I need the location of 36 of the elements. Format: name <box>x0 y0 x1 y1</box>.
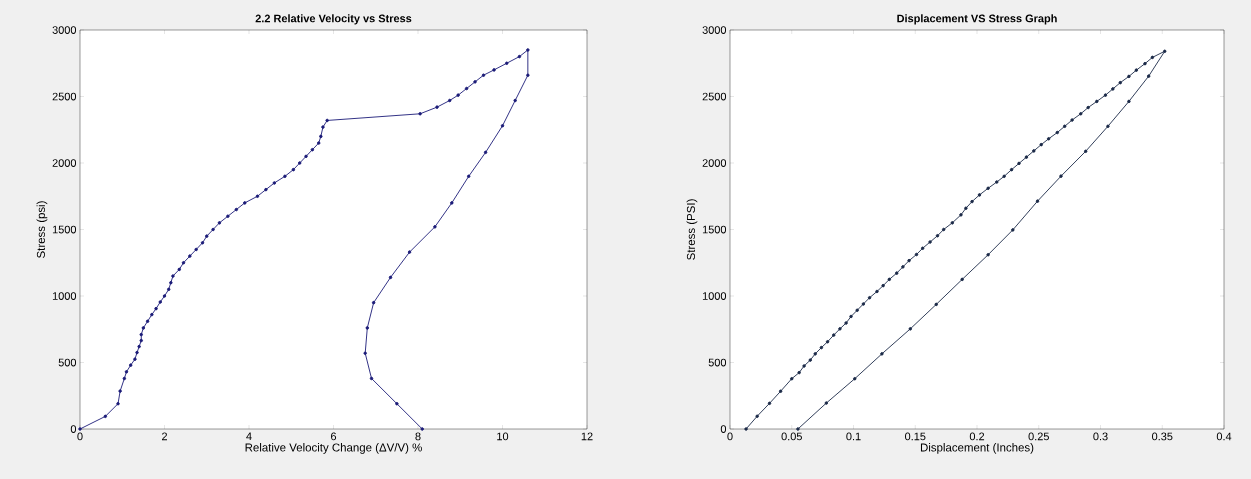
chart-title: 2.2 Relative Velocity vs Stress <box>255 14 412 25</box>
y-tick-label: 2000 <box>52 159 77 167</box>
x-tick-label: 0.2 <box>969 432 985 441</box>
x-tick-label: 0.4 <box>1216 432 1232 441</box>
y-tick-label: 1500 <box>52 225 77 234</box>
y-tick-label: 3000 <box>702 26 727 34</box>
x-tick-label: 6 <box>331 432 337 441</box>
y-tick-label: 2000 <box>702 159 727 167</box>
x-tick-label: 0.1 <box>846 432 861 441</box>
y-tick-label: 1000 <box>52 292 77 300</box>
y-axis-title: Stress (PSI) <box>686 199 698 260</box>
y-tick-label: 1500 <box>702 225 727 234</box>
y-tick-label: 1000 <box>702 292 727 300</box>
y-tick-label: 2500 <box>702 92 727 101</box>
y-tick-label: 0 <box>720 425 727 433</box>
y-tick-label: 0 <box>70 425 77 433</box>
x-tick-label: 8 <box>415 432 421 441</box>
y-tick-label: 500 <box>58 358 77 367</box>
x-tick-label: 0.3 <box>1093 432 1108 441</box>
x-tick-label: 10 <box>497 432 509 441</box>
x-axis-title: Relative Velocity Change (ΔV/V) % <box>245 443 422 454</box>
x-tick-label: 12 <box>581 432 593 441</box>
x-tick-label: 4 <box>246 432 252 441</box>
y-axis-title: Stress (psi) <box>36 201 48 258</box>
y-tick-label: 2500 <box>52 92 77 101</box>
x-tick-label: 0 <box>727 432 733 441</box>
x-axis-title: Displacement (Inches) <box>920 443 1034 454</box>
x-tick-label: 0.25 <box>1028 432 1049 441</box>
chart-title: Displacement VS Stress Graph <box>897 14 1057 25</box>
x-tick-label: 0 <box>77 432 83 441</box>
y-tick-label: 500 <box>708 358 727 367</box>
x-tick-label: 2 <box>162 432 167 441</box>
y-tick-label: 3000 <box>52 26 77 34</box>
x-tick-label: 0.35 <box>1152 432 1173 441</box>
x-tick-label: 0.15 <box>905 432 926 441</box>
x-tick-label: 0.05 <box>781 432 802 441</box>
